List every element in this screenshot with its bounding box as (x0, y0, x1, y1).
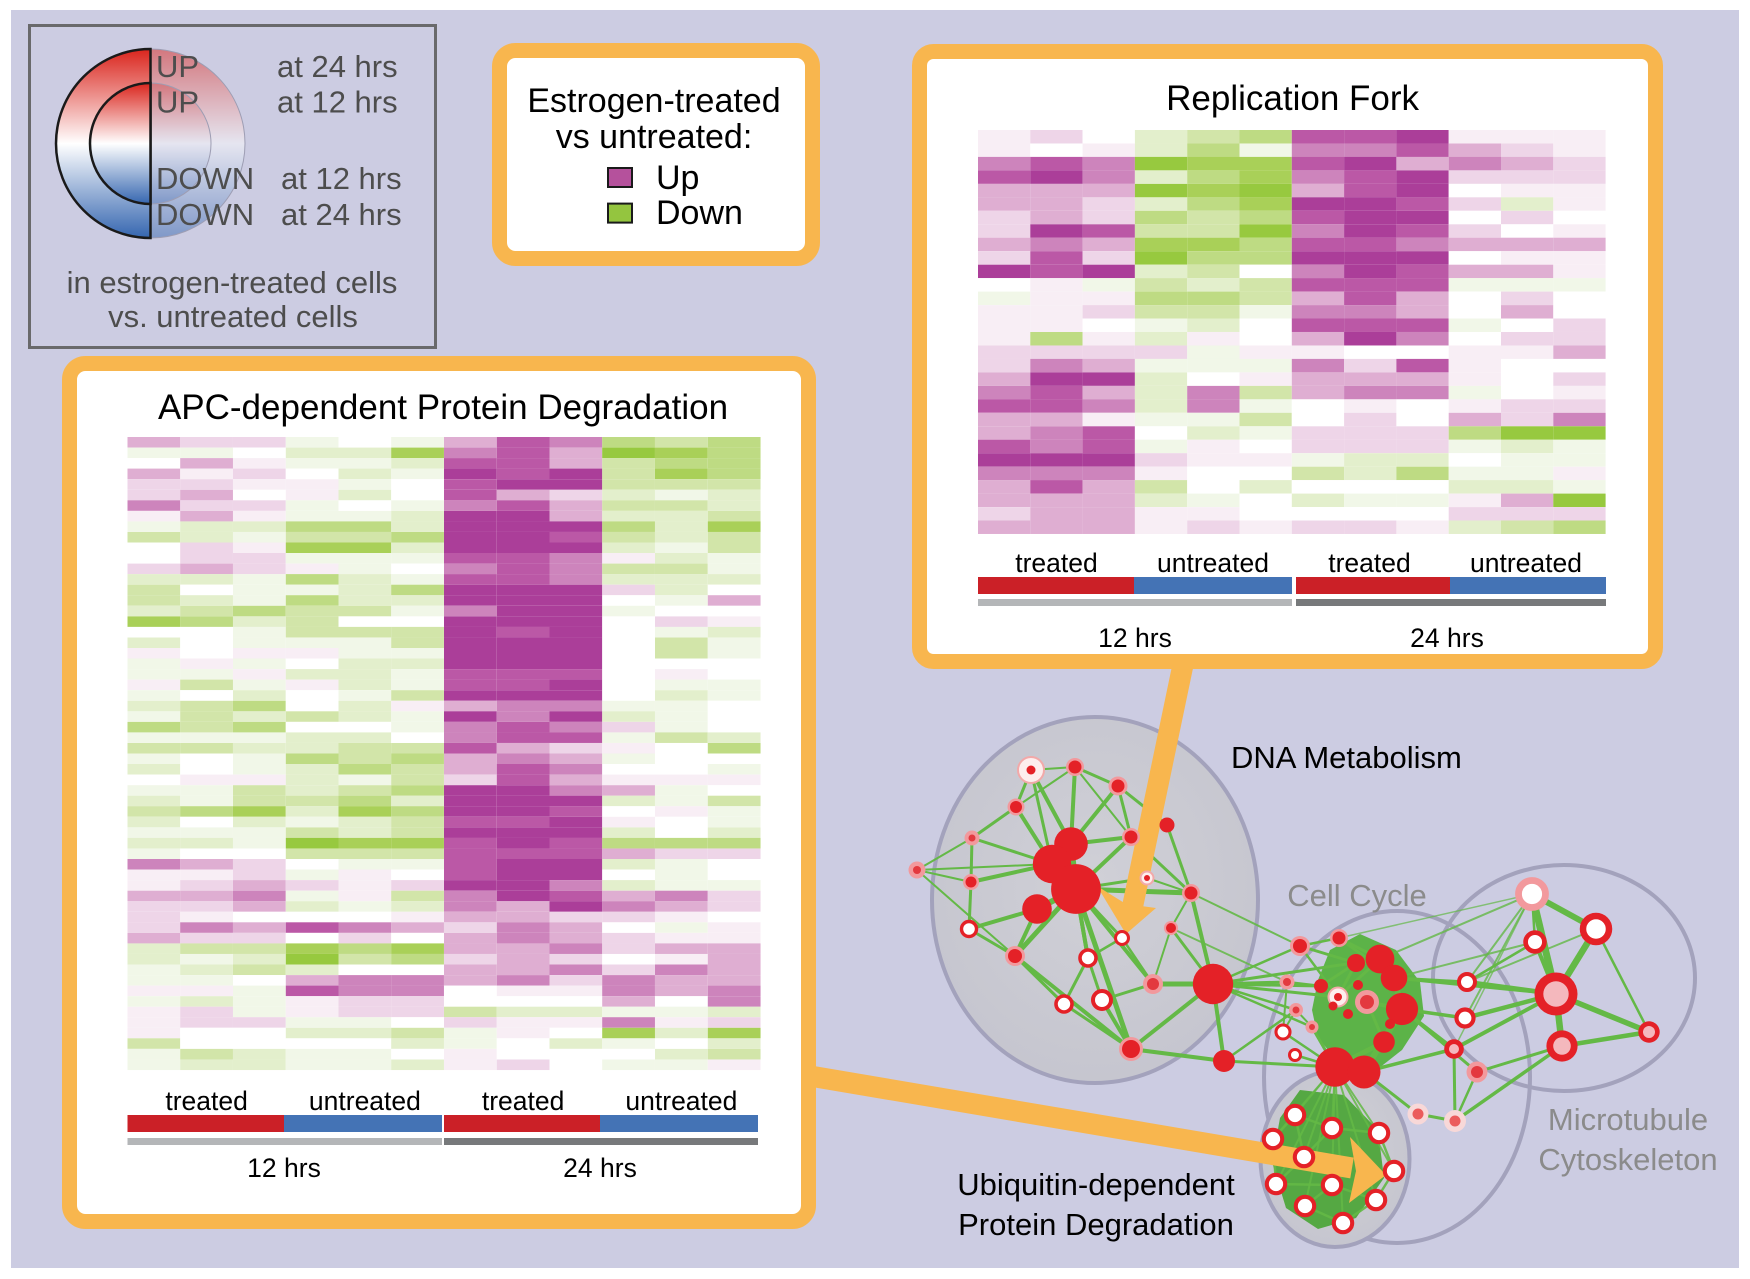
svg-text:DOWN: DOWN (156, 161, 254, 196)
svg-text:vs. untreated cells: vs. untreated cells (108, 299, 358, 334)
svg-text:untreated: untreated (1157, 548, 1269, 578)
svg-text:Cytoskeleton: Cytoskeleton (1538, 1142, 1717, 1177)
svg-text:untreated: untreated (309, 1086, 421, 1116)
svg-text:DNA Metabolism: DNA Metabolism (1231, 740, 1462, 775)
svg-text:Microtubule: Microtubule (1548, 1102, 1708, 1137)
svg-text:24 hrs: 24 hrs (563, 1153, 637, 1183)
svg-text:12 hrs: 12 hrs (1098, 623, 1172, 653)
svg-text:treated: treated (165, 1086, 248, 1116)
svg-text:Cell Cycle: Cell Cycle (1287, 878, 1427, 913)
svg-text:vs untreated:: vs untreated: (556, 118, 753, 156)
svg-text:UP: UP (156, 85, 199, 120)
svg-text:Estrogen-treated: Estrogen-treated (527, 82, 780, 120)
svg-text:at 12 hrs: at 12 hrs (277, 85, 398, 120)
svg-text:at 12 hrs: at 12 hrs (281, 161, 402, 196)
svg-text:DOWN: DOWN (156, 197, 254, 232)
svg-text:Protein Degradation: Protein Degradation (958, 1207, 1234, 1242)
svg-text:APC-dependent Protein Degradat: APC-dependent Protein Degradation (158, 388, 728, 427)
svg-text:Down: Down (656, 194, 743, 232)
svg-text:12 hrs: 12 hrs (247, 1153, 321, 1183)
svg-text:UP: UP (156, 49, 199, 84)
svg-text:in estrogen-treated cells: in estrogen-treated cells (67, 265, 398, 300)
svg-text:Up: Up (656, 159, 699, 197)
svg-text:Ubiquitin-dependent: Ubiquitin-dependent (957, 1167, 1235, 1202)
svg-text:untreated: untreated (1470, 548, 1582, 578)
svg-text:treated: treated (482, 1086, 565, 1116)
svg-text:Replication Fork: Replication Fork (1166, 79, 1419, 118)
svg-text:at 24 hrs: at 24 hrs (281, 197, 402, 232)
svg-text:24 hrs: 24 hrs (1410, 623, 1484, 653)
svg-text:treated: treated (1328, 548, 1411, 578)
svg-text:treated: treated (1015, 548, 1098, 578)
svg-text:untreated: untreated (625, 1086, 737, 1116)
svg-text:at 24 hrs: at 24 hrs (277, 49, 398, 84)
